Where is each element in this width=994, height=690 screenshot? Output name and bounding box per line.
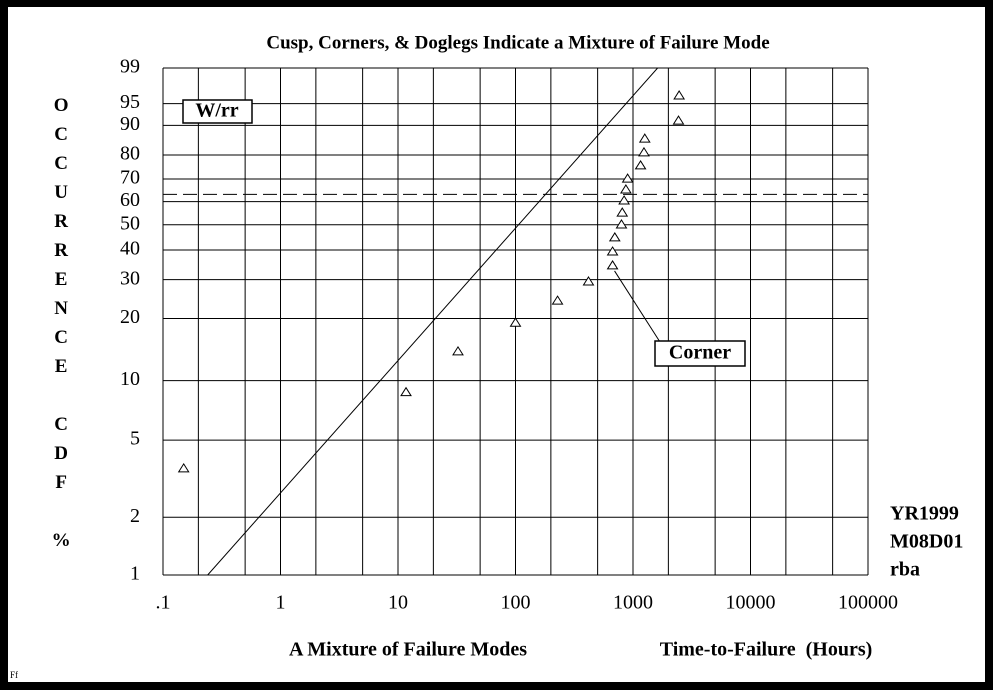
x-tick-label: .1 <box>156 592 171 614</box>
data-point <box>615 219 628 229</box>
y-tick-label: 90 <box>120 113 140 135</box>
data-point <box>616 207 629 217</box>
y-tick-label: 20 <box>120 306 140 328</box>
data-point <box>619 184 632 194</box>
x-tick-label: 100000 <box>838 592 898 614</box>
x-tick-label: 1 <box>276 592 286 614</box>
y-tick-label: 99 <box>120 56 140 78</box>
plot-area <box>207 68 658 575</box>
y-tick-label: 50 <box>120 212 140 234</box>
y-tick-label: 1 <box>130 563 140 585</box>
stamp: M08D01 <box>890 531 963 553</box>
x-tick-label: 100 <box>501 592 531 614</box>
fit-line <box>207 68 658 575</box>
stamp: rba <box>890 559 920 581</box>
data-point <box>400 386 412 397</box>
chart-title: Cusp, Corners, & Doglegs Indicate a Mixt… <box>266 32 769 53</box>
y-tick-label: 70 <box>120 167 140 189</box>
legend-text: W/rr <box>195 100 238 122</box>
data-point <box>551 295 564 305</box>
annotation-leader <box>614 270 661 343</box>
y-axis-label: OCCURRENCE CDF % <box>51 95 72 559</box>
stamp: YR1999 <box>890 503 959 525</box>
x-axis-units: Time-to-Failure (Hours) <box>660 639 873 661</box>
data-point <box>672 115 685 125</box>
x-tick-label: 10000 <box>726 592 776 614</box>
y-tick-label: 95 <box>120 91 140 113</box>
y-tick-label: 30 <box>120 267 140 289</box>
footer: Ff <box>10 670 18 680</box>
data-point <box>606 259 619 270</box>
data-point <box>638 133 651 143</box>
data-point <box>634 159 647 170</box>
data-point <box>606 246 619 256</box>
data-point <box>618 195 631 205</box>
y-tick-label: 5 <box>130 428 140 450</box>
x-tick-label: 1000 <box>613 592 653 614</box>
y-tick-label: 2 <box>130 505 140 527</box>
annotation-box <box>654 340 746 367</box>
y-tick-label: 40 <box>120 238 140 260</box>
x-axis-label: A Mixture of Failure Modes <box>289 639 527 661</box>
data-point <box>621 173 634 183</box>
legend-box <box>182 99 253 124</box>
x-tick-label: 10 <box>388 592 408 614</box>
data-point <box>638 146 650 157</box>
y-tick-label: 60 <box>120 189 140 211</box>
data-point <box>582 276 595 286</box>
y-tick-label: 10 <box>120 368 140 390</box>
data-point <box>177 462 190 473</box>
annotation-text: Corner <box>669 342 731 364</box>
data-point <box>452 345 464 356</box>
data-point <box>608 231 621 242</box>
data-point <box>509 317 522 327</box>
y-tick-label: 80 <box>120 143 140 165</box>
data-point <box>673 90 686 100</box>
